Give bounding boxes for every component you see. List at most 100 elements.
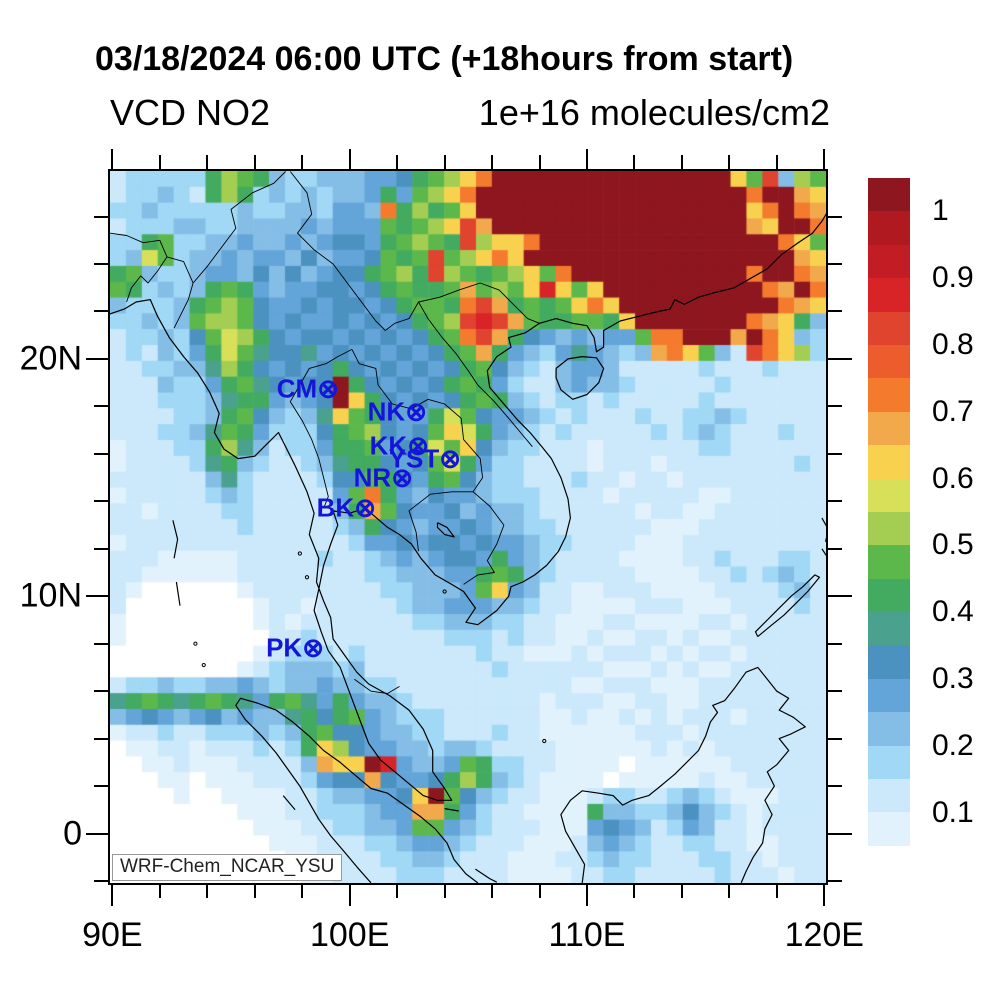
tick-mark (728, 885, 731, 898)
tick-mark (828, 405, 842, 408)
station-label-cm: CM⊗ (276, 373, 339, 404)
colorbar-segment (868, 445, 910, 479)
tick-mark (823, 885, 826, 906)
colorbar-label-0.2: 0.2 (932, 728, 974, 762)
colorbar-segment (868, 545, 910, 579)
colorbar-segment (868, 779, 910, 813)
colorbar-segment (868, 578, 910, 613)
tick-mark (728, 155, 731, 169)
tick-mark (828, 595, 852, 598)
colorbar-segment (868, 278, 910, 312)
colorbar-segment (868, 511, 910, 546)
colorbar-label-0.1: 0.1 (932, 795, 974, 829)
station-label-yst: YST⊗ (388, 443, 461, 474)
x-axis-label-90E: 90E (82, 916, 143, 954)
tick-mark (828, 215, 842, 218)
colorbar-segment (868, 211, 910, 245)
tick-mark (94, 690, 108, 693)
tick-mark (94, 452, 108, 455)
variable-label: VCD NO2 (110, 92, 271, 133)
tick-mark (111, 149, 114, 169)
x-axis-label-110E: 110E (548, 916, 626, 954)
tick-mark (775, 155, 778, 169)
colorbar-label-0.6: 0.6 (932, 461, 974, 495)
tick-mark (253, 885, 256, 898)
tick-mark (828, 785, 842, 788)
tick-mark (828, 263, 842, 266)
colorbar-label-1: 1 (932, 194, 949, 228)
tick-mark (443, 155, 446, 169)
tick-mark (680, 155, 683, 169)
tick-mark (828, 310, 842, 313)
tick-mark (633, 885, 636, 898)
tick-mark (348, 149, 351, 169)
colorbar-segment (868, 678, 910, 713)
tick-mark (491, 155, 494, 169)
colorbar-segment (868, 311, 910, 345)
tick-mark (348, 885, 351, 906)
colorbar-segment (868, 411, 910, 446)
tick-mark (86, 595, 108, 598)
station-label-kk: KK⊗ (369, 430, 429, 461)
colorbar-segment (868, 344, 910, 379)
tick-mark (828, 832, 852, 835)
tick-mark (823, 149, 826, 169)
colorbar-label-0.8: 0.8 (932, 328, 974, 361)
colorbar-label-0.7: 0.7 (932, 394, 974, 428)
tick-mark (158, 885, 161, 898)
tick-mark (538, 155, 541, 169)
tick-mark (94, 642, 108, 645)
tick-mark (94, 263, 108, 266)
tick-mark (94, 880, 108, 882)
map-panel: WRF-Chem_NCAR_YSU CM⊗ NK⊗ KK⊗ YST⊗ NR⊗ BK⊗ PK⊗ (108, 169, 828, 885)
y-axis-label-0: 0 (63, 814, 82, 853)
tick-mark (680, 885, 683, 898)
colorbar-label-0.4: 0.4 (932, 595, 974, 629)
tick-mark (828, 500, 842, 503)
station-label-nr: NR⊗ (353, 462, 413, 493)
tick-mark (206, 885, 209, 898)
coastline-overlay (110, 171, 826, 883)
units-label: 1e+16 molecules/cm2 (478, 92, 830, 133)
figure-title: 03/18/2024 06:00 UTC (+18hours from star… (95, 40, 794, 78)
tick-mark (828, 690, 842, 693)
tick-mark (585, 149, 588, 169)
y-axis-label-20N: 20N (19, 339, 82, 378)
x-axis-label-120E: 120E (784, 916, 864, 954)
tick-mark (396, 155, 399, 169)
tick-mark (828, 547, 842, 550)
tick-mark (828, 642, 842, 645)
tick-mark (253, 155, 256, 169)
tick-mark (94, 310, 108, 313)
colorbar-label-0.3: 0.3 (932, 662, 974, 695)
colorbar (868, 178, 910, 846)
tick-mark (86, 357, 108, 360)
tick-mark (538, 885, 541, 898)
tick-mark (396, 885, 399, 898)
colorbar-segment (868, 244, 910, 279)
colorbar-label-0.9: 0.9 (932, 261, 974, 295)
station-label-pk: PK⊗ (266, 632, 324, 663)
tick-mark (94, 547, 108, 550)
colorbar-segment (868, 812, 910, 846)
station-label-bk: BK⊗ (316, 492, 376, 523)
tick-mark (301, 885, 304, 898)
tick-mark (633, 155, 636, 169)
tick-mark (491, 885, 494, 898)
colorbar-segment (868, 478, 910, 512)
tick-mark (94, 215, 108, 218)
tick-mark (94, 785, 108, 788)
station-label-nk: NK⊗ (367, 396, 427, 427)
tick-mark (94, 500, 108, 503)
x-axis-label-100E: 100E (309, 916, 390, 954)
tick-mark (443, 885, 446, 898)
tick-mark (828, 357, 852, 360)
tick-mark (828, 452, 842, 455)
colorbar-segment (868, 378, 910, 412)
tick-mark (301, 155, 304, 169)
colorbar-segment (868, 745, 910, 780)
tick-mark (206, 155, 209, 169)
tick-mark (585, 885, 588, 906)
tick-mark (86, 832, 108, 835)
tick-mark (158, 155, 161, 169)
